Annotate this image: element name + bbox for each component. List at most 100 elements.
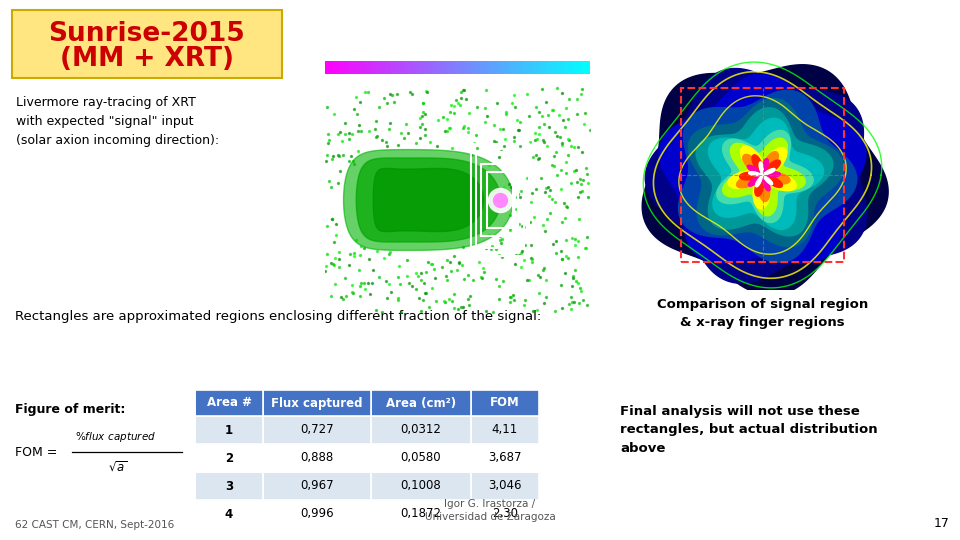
Point bbox=[573, 180, 588, 188]
Point bbox=[548, 237, 564, 245]
Point bbox=[548, 147, 564, 156]
Text: Figure of merit:: Figure of merit: bbox=[15, 403, 126, 416]
Point bbox=[495, 276, 511, 285]
Point bbox=[424, 260, 440, 268]
Point bbox=[492, 125, 507, 133]
Point bbox=[413, 269, 428, 278]
Text: 4,11: 4,11 bbox=[492, 423, 518, 436]
Point bbox=[319, 157, 334, 165]
Point bbox=[570, 143, 586, 151]
Point bbox=[435, 112, 450, 121]
Text: 17: 17 bbox=[934, 517, 950, 530]
Text: Area #: Area # bbox=[206, 396, 252, 409]
Point bbox=[350, 147, 366, 156]
Point bbox=[325, 152, 341, 160]
Point bbox=[539, 293, 554, 302]
Point bbox=[554, 218, 569, 226]
Point bbox=[476, 267, 492, 276]
Point bbox=[503, 183, 518, 192]
Point bbox=[351, 121, 367, 130]
Text: FOM =: FOM = bbox=[15, 446, 61, 459]
Point bbox=[460, 271, 475, 280]
Bar bbox=[195, 500, 263, 528]
Text: 3,046: 3,046 bbox=[489, 480, 521, 492]
Point bbox=[525, 307, 540, 315]
Point bbox=[450, 305, 466, 313]
Point bbox=[463, 292, 478, 301]
Point bbox=[538, 276, 553, 285]
Point bbox=[488, 244, 503, 253]
Point bbox=[418, 288, 433, 297]
Point bbox=[352, 292, 368, 300]
Bar bbox=[263, 472, 371, 500]
Point bbox=[416, 99, 431, 107]
Point bbox=[552, 132, 567, 141]
Point bbox=[381, 249, 396, 258]
Point bbox=[337, 119, 352, 127]
Point bbox=[492, 195, 508, 204]
Point bbox=[443, 258, 458, 266]
Point bbox=[353, 126, 369, 135]
Point bbox=[564, 233, 580, 242]
Point bbox=[572, 214, 588, 223]
Point bbox=[356, 244, 372, 253]
Point bbox=[571, 298, 587, 307]
Point bbox=[566, 166, 582, 175]
Point bbox=[332, 127, 348, 136]
Point bbox=[506, 295, 521, 304]
Point bbox=[559, 202, 574, 211]
Point bbox=[408, 285, 423, 294]
Point bbox=[545, 240, 561, 248]
Bar bbox=[471, 390, 539, 416]
Polygon shape bbox=[747, 159, 780, 191]
Point bbox=[546, 152, 562, 160]
Point bbox=[569, 94, 585, 103]
Point bbox=[357, 285, 372, 294]
Point bbox=[570, 237, 586, 246]
Point bbox=[453, 93, 468, 102]
Point bbox=[327, 230, 343, 239]
Point bbox=[523, 253, 539, 262]
Point bbox=[442, 124, 457, 133]
Point bbox=[492, 281, 507, 290]
Point bbox=[444, 296, 460, 305]
Point bbox=[448, 96, 464, 104]
Point bbox=[408, 269, 423, 278]
Point bbox=[567, 240, 583, 249]
Point bbox=[572, 284, 588, 293]
Point bbox=[465, 275, 480, 284]
Point bbox=[564, 298, 580, 307]
Point bbox=[563, 293, 578, 302]
Text: Flux captured: Flux captured bbox=[272, 396, 363, 409]
Point bbox=[386, 97, 401, 106]
Point bbox=[369, 117, 384, 125]
Point bbox=[565, 272, 581, 280]
Point bbox=[523, 240, 539, 249]
Point bbox=[325, 259, 341, 268]
Point bbox=[535, 112, 550, 120]
Point bbox=[508, 103, 523, 112]
Point bbox=[451, 258, 467, 267]
Text: 1: 1 bbox=[225, 423, 233, 436]
Point bbox=[396, 133, 412, 142]
Point bbox=[547, 128, 563, 137]
Point bbox=[496, 141, 512, 150]
Point bbox=[370, 247, 385, 256]
Polygon shape bbox=[660, 73, 866, 264]
Point bbox=[572, 174, 588, 183]
Point bbox=[544, 160, 560, 169]
Point bbox=[514, 222, 529, 231]
Point bbox=[455, 302, 470, 311]
Point bbox=[349, 110, 365, 118]
Point bbox=[506, 137, 521, 145]
Text: Area (cm²): Area (cm²) bbox=[386, 396, 456, 409]
Point bbox=[320, 249, 335, 258]
Point bbox=[559, 104, 574, 112]
Point bbox=[524, 254, 540, 263]
Point bbox=[575, 296, 590, 305]
Point bbox=[484, 242, 499, 251]
Point bbox=[460, 128, 475, 137]
Polygon shape bbox=[736, 152, 790, 201]
Point bbox=[516, 222, 532, 231]
Point bbox=[370, 132, 385, 140]
